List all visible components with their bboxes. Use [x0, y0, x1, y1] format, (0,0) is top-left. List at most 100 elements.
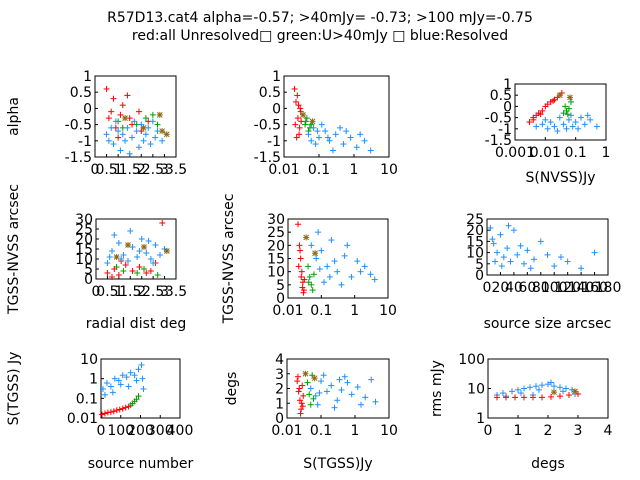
- y-tick-label: 0: [475, 268, 484, 284]
- data-point-blue: [152, 242, 159, 248]
- data-point-blue: [536, 386, 542, 393]
- y-axis-label: alpha: [6, 97, 22, 136]
- y-tick-label: 1: [83, 69, 92, 85]
- data-point-blue: [338, 281, 345, 288]
- data-point-olive: [163, 248, 170, 254]
- x-tick-label: 400: [167, 423, 194, 439]
- data-point-blue: [140, 385, 147, 392]
- data-point-green: [306, 391, 313, 398]
- data-point-blue: [361, 263, 368, 270]
- data-point-green: [149, 111, 156, 118]
- data-point-red: [135, 108, 142, 115]
- x-tick-label: 0.01: [272, 303, 303, 319]
- y-tick-label: 4: [275, 352, 284, 368]
- y-axis-label: TGSS-NVSS arcsec: [221, 194, 237, 325]
- data-point-red: [297, 108, 304, 115]
- y-tick-label: 0.5: [259, 85, 281, 101]
- data-point-blue: [149, 118, 156, 125]
- data-point-blue: [123, 374, 130, 381]
- data-point-blue: [368, 376, 375, 383]
- data-point-blue: [323, 388, 330, 395]
- data-point-red: [299, 403, 306, 410]
- x-tick-label: 0.1: [310, 303, 332, 319]
- data-point-red: [129, 268, 136, 274]
- data-point-blue: [514, 251, 521, 258]
- data-point-red: [147, 268, 154, 274]
- data-point-blue: [544, 251, 551, 258]
- data-point-blue: [109, 389, 116, 396]
- data-point-blue: [527, 265, 534, 272]
- data-point-red: [298, 268, 305, 275]
- data-point-red: [301, 276, 308, 283]
- data-point-blue: [133, 128, 140, 135]
- data-point-red: [113, 407, 120, 414]
- data-point-blue: [500, 390, 506, 397]
- data-point-blue: [361, 137, 368, 144]
- data-point-blue: [107, 383, 114, 390]
- data-point-red: [299, 279, 306, 286]
- data-point-green: [120, 268, 127, 274]
- data-point-blue: [331, 404, 338, 411]
- x-tick-label: 1: [602, 145, 611, 161]
- data-point-red: [103, 85, 110, 92]
- y-tick-label: -0.5: [485, 111, 512, 127]
- data-point-blue: [103, 131, 110, 138]
- x-tick-label: 3: [160, 162, 169, 178]
- data-point-green: [306, 273, 313, 280]
- y-tick-label: 0: [83, 101, 92, 117]
- data-point-green: [154, 272, 161, 278]
- data-point-blue: [316, 266, 323, 273]
- data-point-blue: [124, 124, 131, 131]
- data-point-red: [295, 263, 302, 270]
- data-point-blue: [348, 273, 355, 280]
- x-tick-label: 10: [380, 162, 398, 178]
- data-point-blue: [106, 254, 113, 260]
- data-point-red: [299, 284, 306, 291]
- x-axis-label: source number: [88, 456, 194, 472]
- y-axis-label: TGSS-NVSS arcsec: [6, 184, 22, 315]
- data-point-blue: [133, 377, 140, 384]
- data-point-blue: [494, 249, 501, 256]
- data-point-blue: [560, 121, 567, 128]
- data-point-blue: [125, 258, 131, 264]
- data-point-blue: [347, 134, 354, 141]
- data-point-red: [300, 289, 307, 296]
- data-point-green: [141, 266, 147, 272]
- data-point-blue: [322, 128, 329, 135]
- data-point-red: [526, 119, 533, 126]
- data-point-blue: [362, 394, 369, 401]
- scatter-panel-2: 0.01 0.1 1 10-1.5-1-0.500.51: [254, 69, 398, 178]
- y-tick-label: 25: [267, 225, 285, 241]
- figure-title-line-2: red:all Unresolved□ green:U>40mJy □ blue…: [131, 28, 509, 44]
- data-point-blue: [547, 119, 554, 126]
- data-point-blue: [533, 123, 540, 130]
- y-tick-label: 20: [267, 238, 285, 254]
- y-axis-label: S(TGSS) Jy: [6, 352, 22, 426]
- y-axis-label: rms mJy: [429, 360, 445, 417]
- data-point-red: [299, 382, 306, 389]
- data-point-red: [550, 97, 557, 104]
- x-tick-label: 0: [97, 423, 106, 439]
- data-point-blue: [140, 137, 147, 144]
- data-point-blue: [99, 385, 106, 392]
- data-point-blue: [142, 131, 149, 138]
- data-point-blue: [344, 379, 351, 386]
- figure-title-line-1: R57D13.cat4 alpha=-0.57; >40mJy= -0.73; …: [107, 10, 533, 26]
- x-tick-label: 0: [484, 423, 493, 439]
- data-point-blue: [340, 141, 347, 148]
- data-point-red: [296, 131, 303, 138]
- y-tick-label: 0: [84, 272, 93, 288]
- data-point-blue: [565, 116, 572, 123]
- data-point-green: [135, 393, 142, 400]
- data-point-red: [124, 92, 131, 99]
- y-tick-label: -1: [498, 122, 512, 138]
- y-tick-label: -1: [267, 134, 281, 150]
- data-point-red: [115, 272, 122, 278]
- data-point-blue: [357, 401, 364, 408]
- x-tick-label: 3.5: [165, 284, 187, 300]
- data-point-blue: [341, 373, 348, 380]
- data-point-green: [310, 271, 317, 278]
- data-point-blue: [312, 141, 319, 148]
